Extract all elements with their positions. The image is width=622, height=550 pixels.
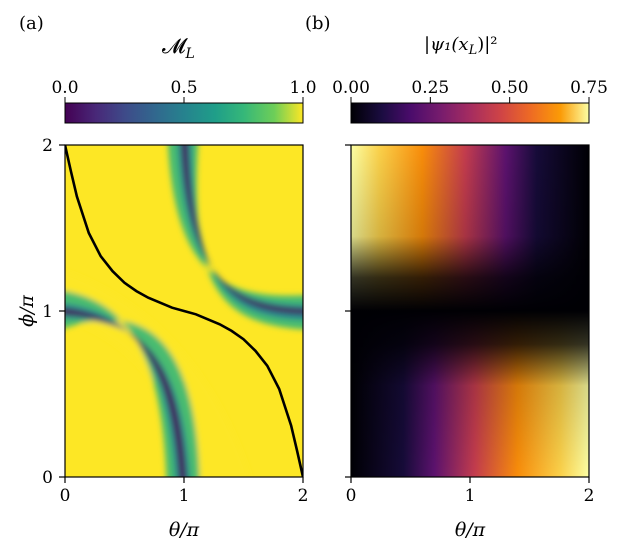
x-tick-label: 2 <box>584 486 595 506</box>
y-axis-label-a: ϕ/π <box>16 295 38 327</box>
colorbar-a-label-main: 𝓜 <box>162 34 188 58</box>
heatmap-b <box>351 145 589 477</box>
y-tick-label: 1 <box>42 302 53 322</box>
x-axis-label-b: θ/π <box>455 519 486 541</box>
colorbar-tick-label: 0.00 <box>332 78 370 98</box>
x-axis-label-a: θ/π <box>169 519 200 541</box>
colorbar-b-label-sub: L <box>468 43 478 58</box>
colorbar-tick-label: 0.25 <box>411 78 449 98</box>
y-tick-label: 2 <box>42 136 53 156</box>
x-tick-label: 1 <box>179 486 190 506</box>
colorbar-b <box>350 102 590 124</box>
heatmap-a <box>65 145 303 477</box>
colorbar-b-label: |ψ₁(xL)|² <box>424 34 498 58</box>
colorbar-b-ticks: 0.00 0.25 0.50 0.75 <box>332 78 608 103</box>
colorbar-tick-label: 0.5 <box>170 78 197 98</box>
colorbar-tick-label: 0.75 <box>570 78 608 98</box>
colorbar-a <box>64 102 304 124</box>
valley-lower-green <box>65 291 200 477</box>
x-tick-label: 2 <box>298 486 309 506</box>
colorbar-a-ticks: 0.0 0.5 1.0 <box>51 78 317 103</box>
axes-a-ticks: 0 1 2 0 1 2 <box>42 136 308 506</box>
colorbar-a-label: 𝓜L <box>162 34 195 62</box>
x-tick-label: 1 <box>465 486 476 506</box>
panel-label-a: (a) <box>19 13 44 34</box>
x-tick-label: 0 <box>346 486 357 506</box>
colorbar-tick-label: 0.50 <box>491 78 529 98</box>
axes-b-ticks: 0 1 2 <box>345 144 595 506</box>
colorbar-tick-label: 0.0 <box>51 78 78 98</box>
x-tick-label: 0 <box>60 486 71 506</box>
overlay-curve-line <box>65 145 303 477</box>
heatmap-b-lower-fade <box>351 311 589 477</box>
y-tick-label: 0 <box>42 468 53 488</box>
valley-upper-teal <box>177 145 303 320</box>
heatmap-a-valleys <box>65 145 303 477</box>
colorbar-b-label-main: |ψ₁(x <box>424 34 469 55</box>
colorbar-tick-label: 1.0 <box>289 78 316 98</box>
heatmap-b-upper-fade <box>351 145 589 311</box>
colorbar-a-label-sub: L <box>185 46 195 62</box>
panel-label-b: (b) <box>305 13 331 34</box>
colorbar-b-label-end: )|² <box>477 34 497 55</box>
